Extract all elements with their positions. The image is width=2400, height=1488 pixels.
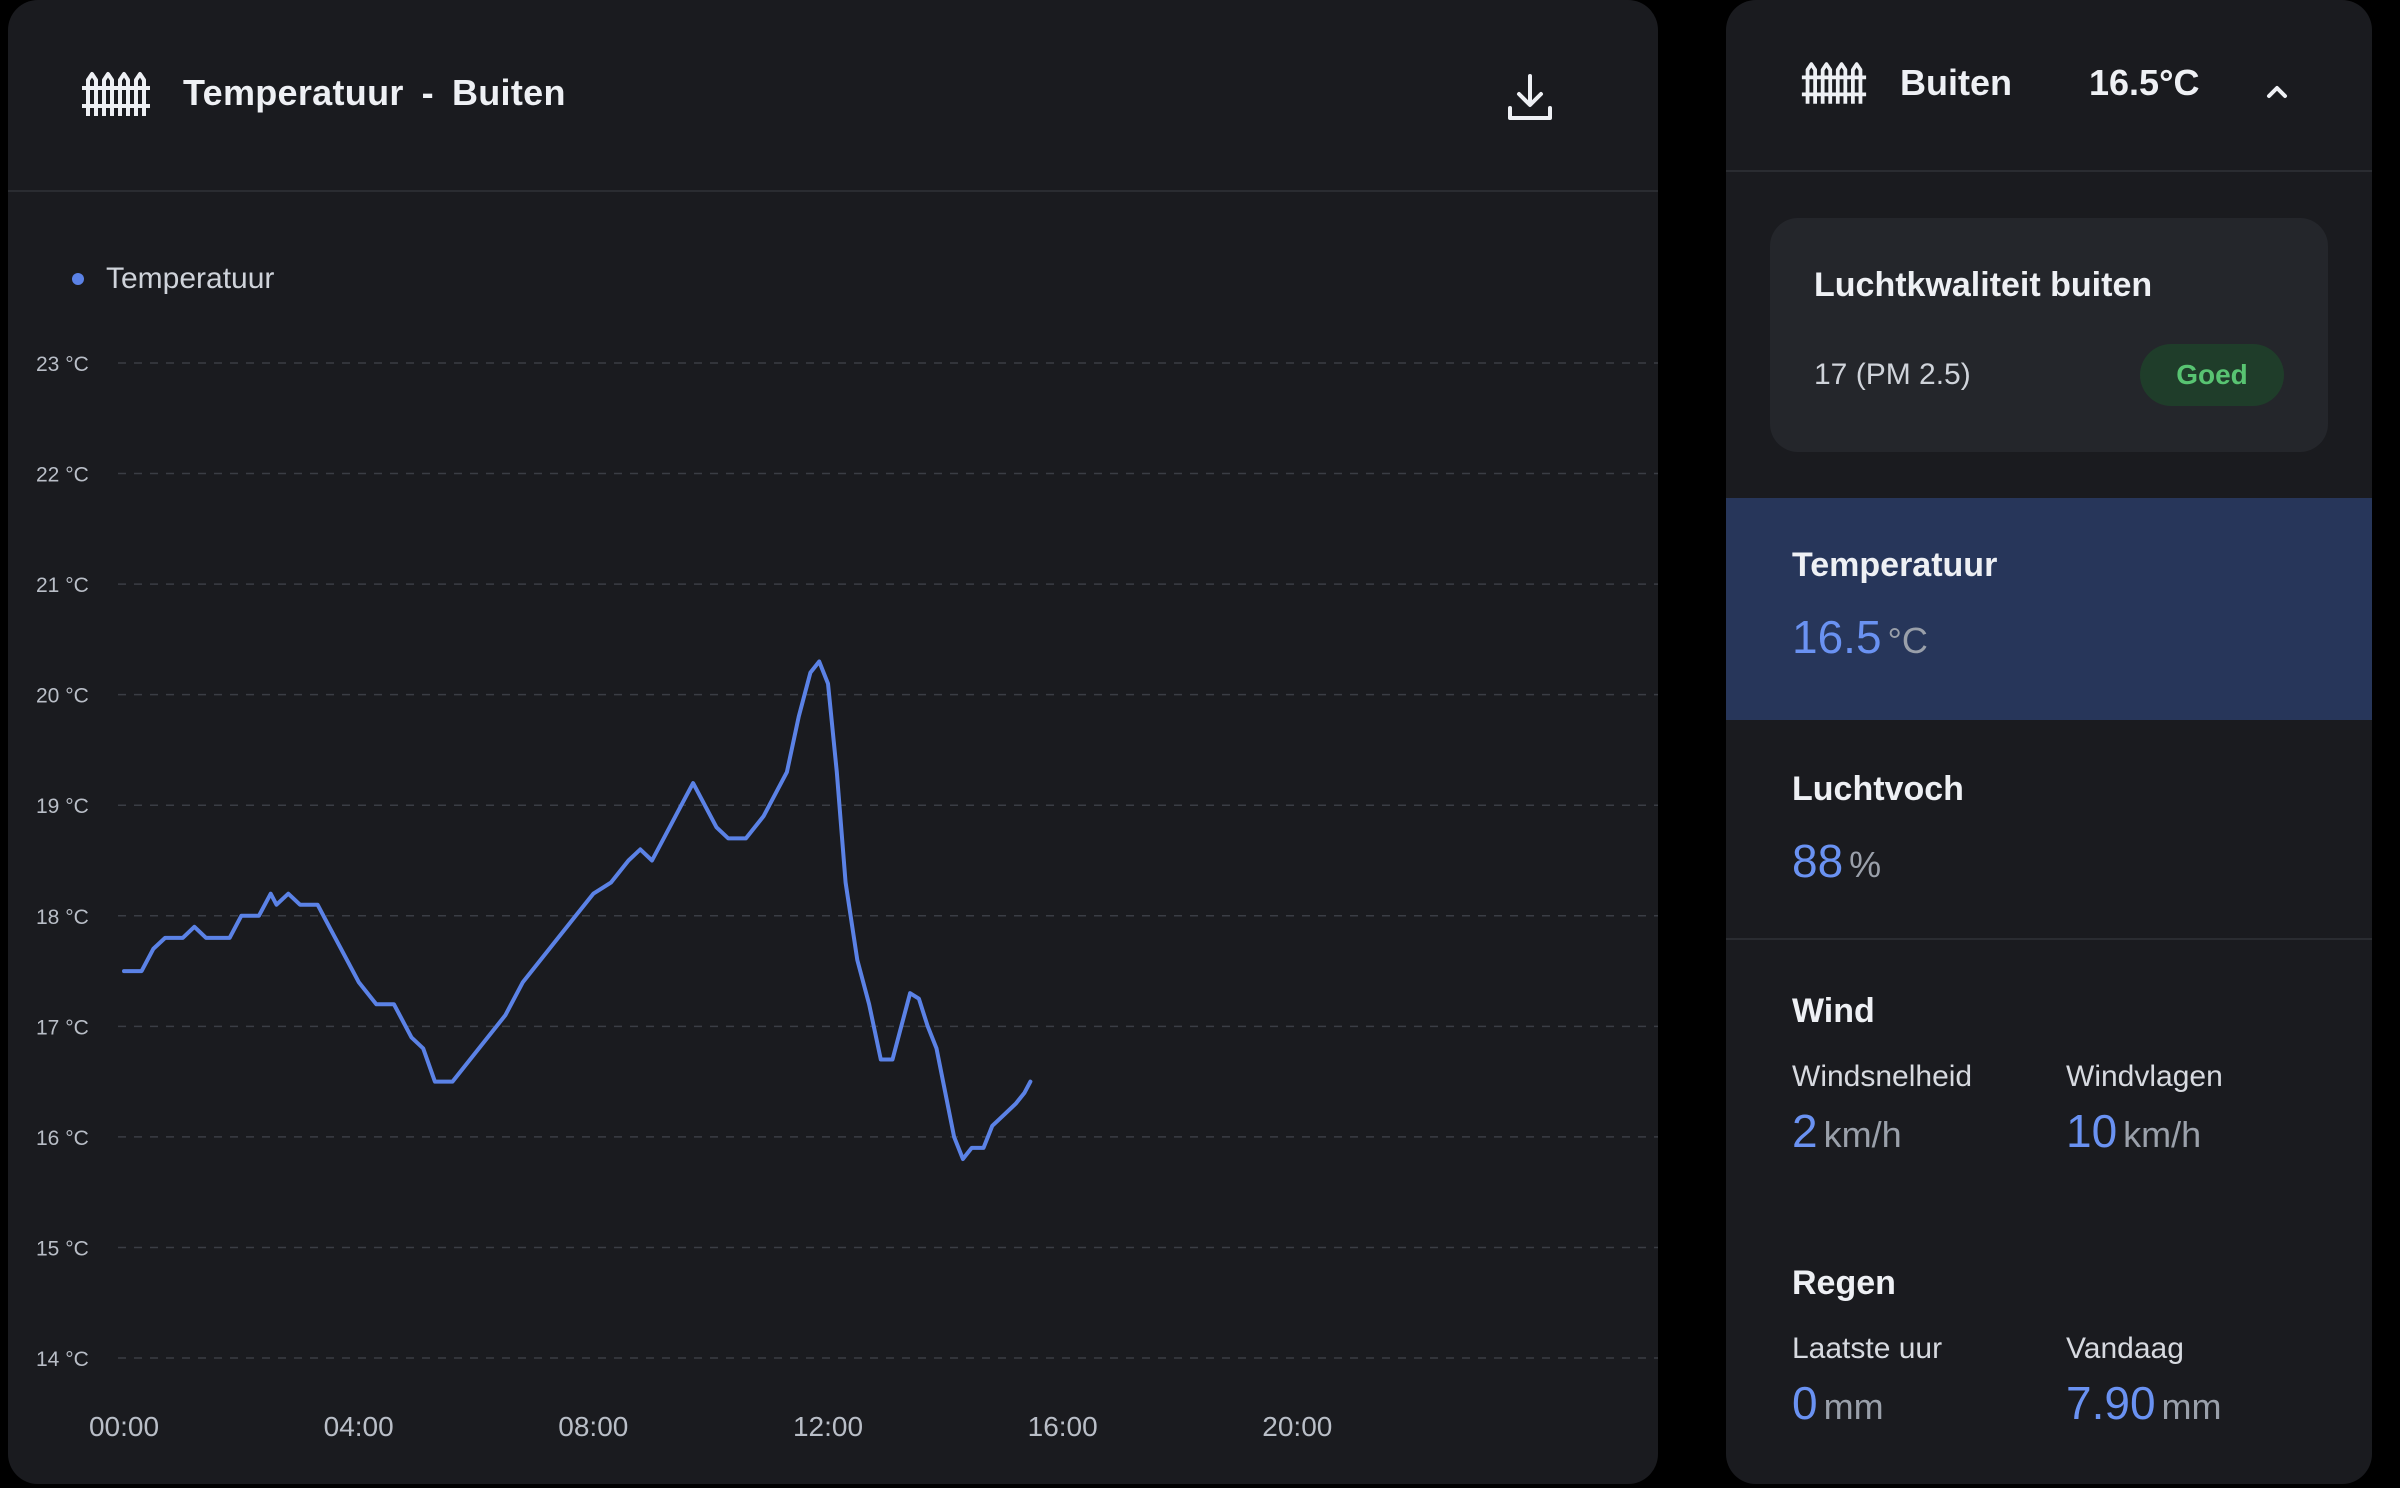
wind-speed-unit: km/h	[1823, 1114, 1902, 1155]
rain-today-unit: mm	[2161, 1386, 2222, 1427]
wind-tile-label: Wind	[1792, 992, 1875, 1030]
temperature-tile-reading: 16.5 °C	[1792, 610, 1928, 664]
x-tick-label: 20:00	[1262, 1411, 1332, 1442]
air-quality-card[interactable]: Luchtkwaliteit buiten 17 (PM 2.5) Goed	[1770, 218, 2328, 452]
y-tick-label: 19 °C	[36, 795, 89, 818]
chart-legend[interactable]: Temperatuur	[72, 262, 274, 296]
x-tick-label: 08:00	[558, 1411, 628, 1442]
y-tick-label: 17 °C	[36, 1016, 89, 1039]
temperature-tile-value: 16.5	[1792, 611, 1882, 663]
wind-speed-label: Windsnelheid	[1792, 1060, 1973, 1093]
humidity-tile-unit: %	[1849, 844, 1882, 885]
wind-gust-value: 10	[2066, 1105, 2118, 1157]
humidity-tile-label: Luchtvoch	[1792, 770, 1964, 808]
side-current-temperature: 16.5°C	[2089, 62, 2200, 103]
temperature-line-chart[interactable]: 23 °C 22 °C 21 °C 20 °C 19 °C 18 °C 17 °C 16 °C…	[8, 320, 1658, 1484]
wind-tile[interactable]: Wind Windsnelheid 2 km/h Windvlagen 10 km/…	[1726, 942, 2372, 1202]
wind-speed-reading: 2 km/h	[1792, 1104, 1902, 1158]
temperature-chart-panel: Temperatuur - Buiten Temperatuur 23 °C 22 °…	[8, 0, 1658, 1484]
rain-today-label: Vandaag	[2066, 1332, 2184, 1365]
rain-last-hour-unit: mm	[1823, 1386, 1884, 1427]
y-tick-label: 21 °C	[36, 574, 89, 597]
legend-dot	[72, 273, 84, 285]
chart-title-location: Buiten	[451, 72, 566, 113]
wind-speed-value: 2	[1792, 1105, 1818, 1157]
rain-last-hour-reading: 0 mm	[1792, 1376, 1884, 1430]
rain-today-value: 7.90	[2066, 1377, 2156, 1429]
fence-icon	[1801, 62, 1867, 104]
fence-icon	[82, 72, 150, 116]
side-location-name: Buiten	[1900, 62, 2012, 103]
y-tick-label: 22 °C	[36, 464, 89, 487]
x-tick-label: 00:00	[89, 1411, 159, 1442]
chevron-up-icon[interactable]	[2256, 70, 2298, 112]
humidity-tile-reading: 88%	[1792, 834, 1881, 888]
rain-today-reading: 7.90 mm	[2066, 1376, 2222, 1430]
temperature-tile-label: Temperatuur	[1792, 546, 1998, 584]
y-tick-label: 20 °C	[36, 685, 89, 708]
air-quality-value: 17 (PM 2.5)	[1814, 358, 1971, 391]
y-tick-label: 23 °C	[36, 353, 89, 376]
side-header[interactable]: Buiten 16.5°C	[1726, 0, 2372, 172]
download-icon[interactable]	[1502, 70, 1558, 126]
y-tick-label: 18 °C	[36, 906, 89, 929]
air-quality-status-badge: Goed	[2140, 344, 2284, 406]
x-tick-label: 12:00	[793, 1411, 863, 1442]
rain-tile[interactable]: Regen Laatste uur 0 mm Vandaag 7.90 mm	[1726, 1220, 2372, 1484]
chart-title: Temperatuur - Buiten	[183, 72, 566, 114]
rain-tile-label: Regen	[1792, 1264, 1896, 1302]
rain-last-hour-label: Laatste uur	[1792, 1332, 1943, 1365]
chart-title-separator: -	[421, 72, 434, 113]
y-tick-label: 15 °C	[36, 1237, 89, 1260]
temperature-tile-unit: °C	[1887, 620, 1928, 661]
temperature-tile[interactable]: Temperatuur 16.5 °C	[1726, 498, 2372, 720]
y-tick-label: 14 °C	[36, 1348, 89, 1371]
series-line-temperatuur	[122, 659, 1033, 1161]
x-tick-label: 04:00	[324, 1411, 394, 1442]
y-tick-label: 16 °C	[36, 1127, 89, 1150]
air-quality-title: Luchtkwaliteit buiten	[1814, 266, 2153, 304]
weather-side-panel: Buiten 16.5°C Luchtkwaliteit buiten 17 (…	[1726, 0, 2372, 1484]
humidity-tile[interactable]: Luchtvoch 88%	[1726, 722, 2372, 940]
x-tick-label: 16:00	[1028, 1411, 1098, 1442]
wind-gust-unit: km/h	[2123, 1114, 2202, 1155]
chart-header: Temperatuur - Buiten	[8, 0, 1658, 192]
humidity-tile-value: 88	[1792, 835, 1844, 887]
rain-last-hour-value: 0	[1792, 1377, 1818, 1429]
legend-label: Temperatuur	[106, 262, 275, 295]
wind-gust-label: Windvlagen	[2066, 1060, 2223, 1093]
chart-title-metric: Temperatuur	[183, 72, 404, 113]
wind-gust-reading: 10 km/h	[2066, 1104, 2201, 1158]
